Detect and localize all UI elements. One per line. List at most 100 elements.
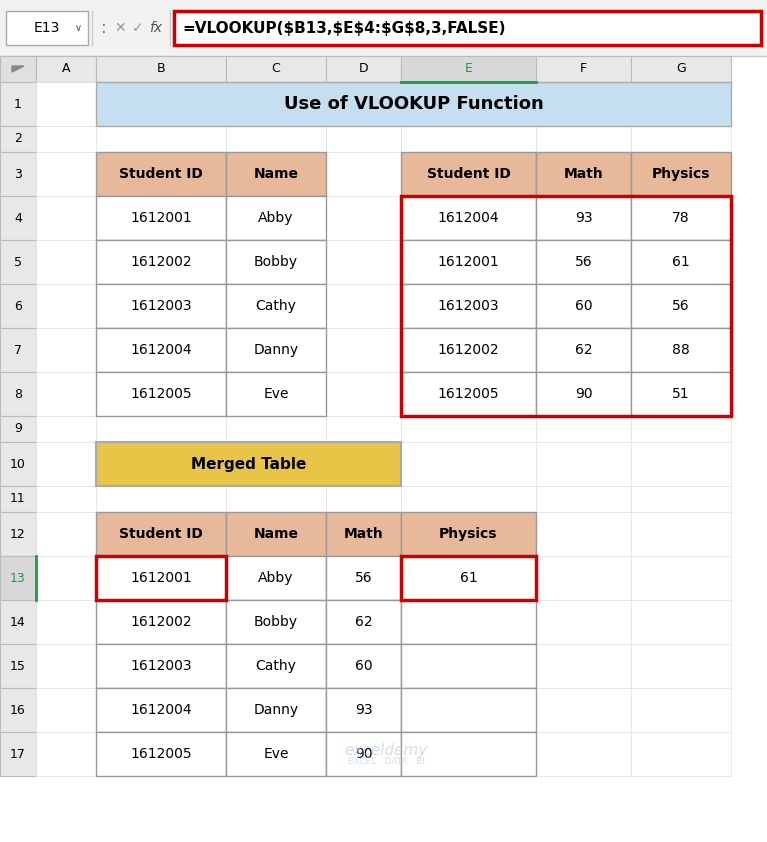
Text: Eve: Eve (263, 387, 288, 401)
Bar (96, 688, 226, 732)
Bar (96, 556, 226, 600)
Bar (96, 442, 401, 486)
Text: 1612001: 1612001 (130, 571, 192, 585)
Bar (226, 56, 326, 82)
Bar (0, 240, 36, 284)
Bar (6, 11, 88, 45)
Bar (536, 152, 631, 196)
Bar (96, 240, 226, 284)
Text: 5: 5 (14, 255, 22, 269)
Bar (631, 152, 731, 196)
Text: 12: 12 (10, 527, 26, 541)
Bar (401, 512, 536, 556)
Text: exceldemy: exceldemy (344, 743, 428, 758)
Bar (631, 240, 731, 284)
Bar (536, 328, 631, 372)
Bar (96, 284, 226, 328)
Bar (536, 152, 631, 196)
Text: 11: 11 (10, 493, 26, 505)
Bar (96, 196, 226, 240)
Bar (96, 372, 226, 416)
Text: 1612005: 1612005 (438, 387, 499, 401)
Text: 93: 93 (574, 211, 592, 225)
Bar (226, 512, 326, 556)
Polygon shape (12, 66, 24, 72)
Bar (401, 600, 536, 644)
Bar (96, 328, 226, 372)
Bar (536, 512, 631, 556)
Bar (536, 284, 631, 328)
Text: D: D (359, 62, 368, 76)
Bar (0, 732, 36, 776)
Bar (326, 152, 401, 196)
Bar (631, 600, 731, 644)
Text: 6: 6 (14, 300, 22, 312)
Bar (226, 732, 326, 776)
Bar (631, 240, 731, 284)
Bar (631, 152, 731, 196)
Text: Danny: Danny (253, 343, 298, 357)
Bar (401, 328, 536, 372)
Text: 1612001: 1612001 (438, 255, 499, 269)
Bar (326, 126, 401, 152)
Text: 1612002: 1612002 (438, 343, 499, 357)
Bar (226, 600, 326, 644)
Bar (96, 732, 226, 776)
Bar (96, 152, 226, 196)
Bar (96, 82, 731, 126)
Text: 2: 2 (14, 132, 22, 146)
Text: 1612004: 1612004 (130, 343, 192, 357)
Text: Name: Name (254, 527, 298, 541)
Bar (631, 196, 731, 240)
Text: 1612003: 1612003 (130, 299, 192, 313)
Text: Student ID: Student ID (426, 167, 510, 181)
Text: 1612005: 1612005 (130, 747, 192, 761)
Text: 62: 62 (354, 615, 372, 629)
Bar (536, 416, 631, 442)
Bar (96, 284, 226, 328)
Bar (536, 240, 631, 284)
Bar (536, 486, 631, 512)
Bar (326, 644, 401, 688)
Bar (226, 284, 326, 328)
Bar (401, 600, 536, 644)
Bar (96, 556, 226, 600)
Bar (226, 196, 326, 240)
Bar (401, 688, 536, 732)
Text: 1612003: 1612003 (438, 299, 499, 313)
Bar (326, 56, 401, 82)
Bar (96, 442, 226, 486)
Text: 10: 10 (10, 457, 26, 471)
Text: Merged Table: Merged Table (191, 456, 306, 472)
Text: 62: 62 (574, 343, 592, 357)
Bar (96, 512, 226, 556)
Text: Cathy: Cathy (255, 659, 296, 673)
Bar (226, 196, 326, 240)
Bar (0, 82, 36, 126)
Bar (226, 688, 326, 732)
Bar (631, 372, 731, 416)
Bar (226, 600, 326, 644)
Bar (401, 372, 536, 416)
Bar (401, 372, 536, 416)
Bar (401, 328, 536, 372)
Bar (631, 372, 731, 416)
Bar (401, 486, 536, 512)
Bar (226, 372, 326, 416)
Bar (631, 442, 731, 486)
Bar (226, 126, 326, 152)
Text: G: G (676, 62, 686, 76)
Text: B: B (156, 62, 166, 76)
Bar (96, 126, 226, 152)
Bar (0, 56, 36, 82)
Bar (36, 512, 96, 556)
Bar (96, 328, 226, 372)
Bar (226, 82, 326, 126)
Bar (96, 556, 226, 600)
Text: 90: 90 (354, 747, 372, 761)
Text: 61: 61 (459, 571, 477, 585)
Bar (536, 56, 631, 82)
Bar (536, 556, 631, 600)
Bar (36, 442, 96, 486)
Bar (401, 556, 536, 600)
